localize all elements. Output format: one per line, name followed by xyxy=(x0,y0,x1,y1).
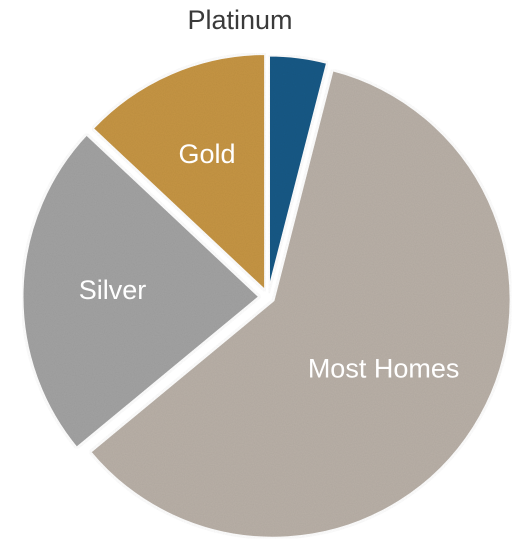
slice-platinum xyxy=(267,53,330,294)
label-most-homes: Most Homes xyxy=(308,353,460,383)
pie-labels: Platinum Most Homes Silver Gold xyxy=(79,5,460,383)
slice-most-homes xyxy=(87,67,513,540)
slice-gold xyxy=(90,51,268,295)
label-silver: Silver xyxy=(79,275,147,305)
pie-slices xyxy=(20,51,513,540)
slice-silver xyxy=(20,131,263,451)
label-gold: Gold xyxy=(178,139,235,169)
label-platinum: Platinum xyxy=(187,5,292,35)
